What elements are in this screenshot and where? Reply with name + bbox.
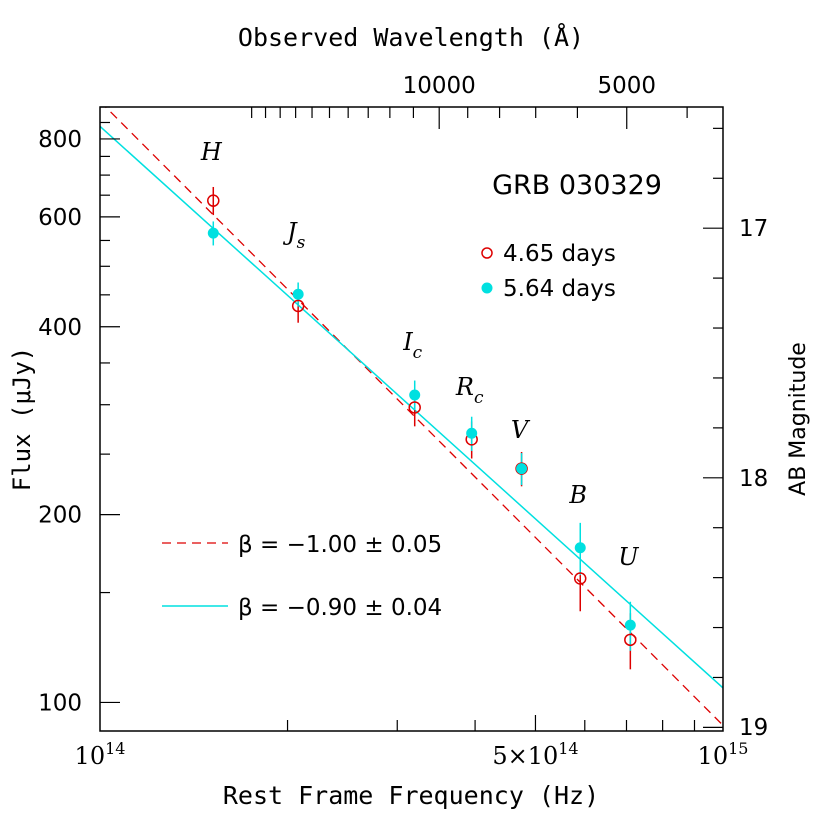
- data-points: [207, 186, 637, 670]
- legend-label-series-1: 4.65 days: [503, 241, 616, 267]
- legend-marker-filled-circle: [481, 282, 493, 294]
- data-point-open: [624, 633, 637, 647]
- band-label-subscript: c: [474, 388, 484, 408]
- data-point-filled: [624, 619, 636, 631]
- data-point-filled: [409, 389, 421, 401]
- chart-title: GRB 030329: [492, 170, 662, 201]
- plot-frame: [99, 106, 724, 732]
- y-tick-label: 100: [38, 690, 82, 716]
- fit-label-2: β = −0.90 ± 0.04: [238, 595, 442, 621]
- fit-line-1: [104, 107, 723, 726]
- x-tick-label-exponent: 15: [728, 739, 748, 758]
- data-point-open: [207, 194, 220, 207]
- band-label-v: V: [511, 416, 531, 444]
- top-axis-label: Observed Wavelength (Å): [238, 23, 584, 52]
- axis-ticks: [100, 106, 723, 731]
- x-tick-label-exponent: 14: [558, 739, 578, 758]
- data-point-filled: [466, 427, 478, 439]
- data-point-open: [408, 401, 421, 414]
- right-axis-label: AB Magnitude: [786, 342, 811, 496]
- legend-label-series-2: 5.64 days: [503, 276, 616, 302]
- right-tick-label: 17: [739, 216, 768, 242]
- data-point-filled: [574, 542, 586, 554]
- fit-label-1: β = −1.00 ± 0.05: [238, 532, 442, 558]
- top-tick-labels: 10000 5000: [403, 73, 656, 99]
- fit-lines: [100, 107, 723, 726]
- x-tick-label: 1014: [75, 739, 126, 770]
- right-tick-labels: 17 18 19: [739, 216, 768, 741]
- band-label-subscript: s: [297, 233, 306, 253]
- band-label-h: H: [200, 138, 223, 166]
- data-point-filled: [207, 227, 219, 239]
- y-tick-label: 200: [38, 503, 82, 529]
- legend-marker-open-circle: [481, 247, 493, 259]
- band-label-subscript: c: [413, 343, 423, 363]
- y-axis-label: Flux (μJy): [8, 347, 36, 492]
- top-tick-label: 5000: [597, 73, 656, 99]
- y-tick-label: 600: [38, 205, 82, 231]
- data-point-open: [573, 572, 587, 585]
- band-label-b: B: [568, 481, 587, 509]
- x-tick-label-exponent: 14: [105, 739, 125, 758]
- right-tick-label: 18: [739, 466, 768, 492]
- y-tick-label: 800: [38, 127, 82, 153]
- series-legend: 4.65 days 5.64 days: [481, 241, 616, 302]
- fit-legend: β = −1.00 ± 0.05 β = −0.90 ± 0.04: [162, 532, 442, 621]
- data-point-open: [291, 299, 305, 313]
- x-axis-label: Rest Frame Frequency (Hz): [223, 781, 599, 810]
- y-tick-label: 400: [38, 315, 82, 341]
- y-tick-labels: 100 200 400 600 800: [38, 127, 82, 717]
- top-tick-label: 10000: [403, 73, 476, 99]
- fit-line-2: [100, 125, 723, 689]
- data-point-filled: [516, 463, 528, 475]
- data-point-filled: [292, 288, 304, 300]
- band-label-u: U: [618, 543, 639, 571]
- right-tick-label: 19: [739, 715, 768, 741]
